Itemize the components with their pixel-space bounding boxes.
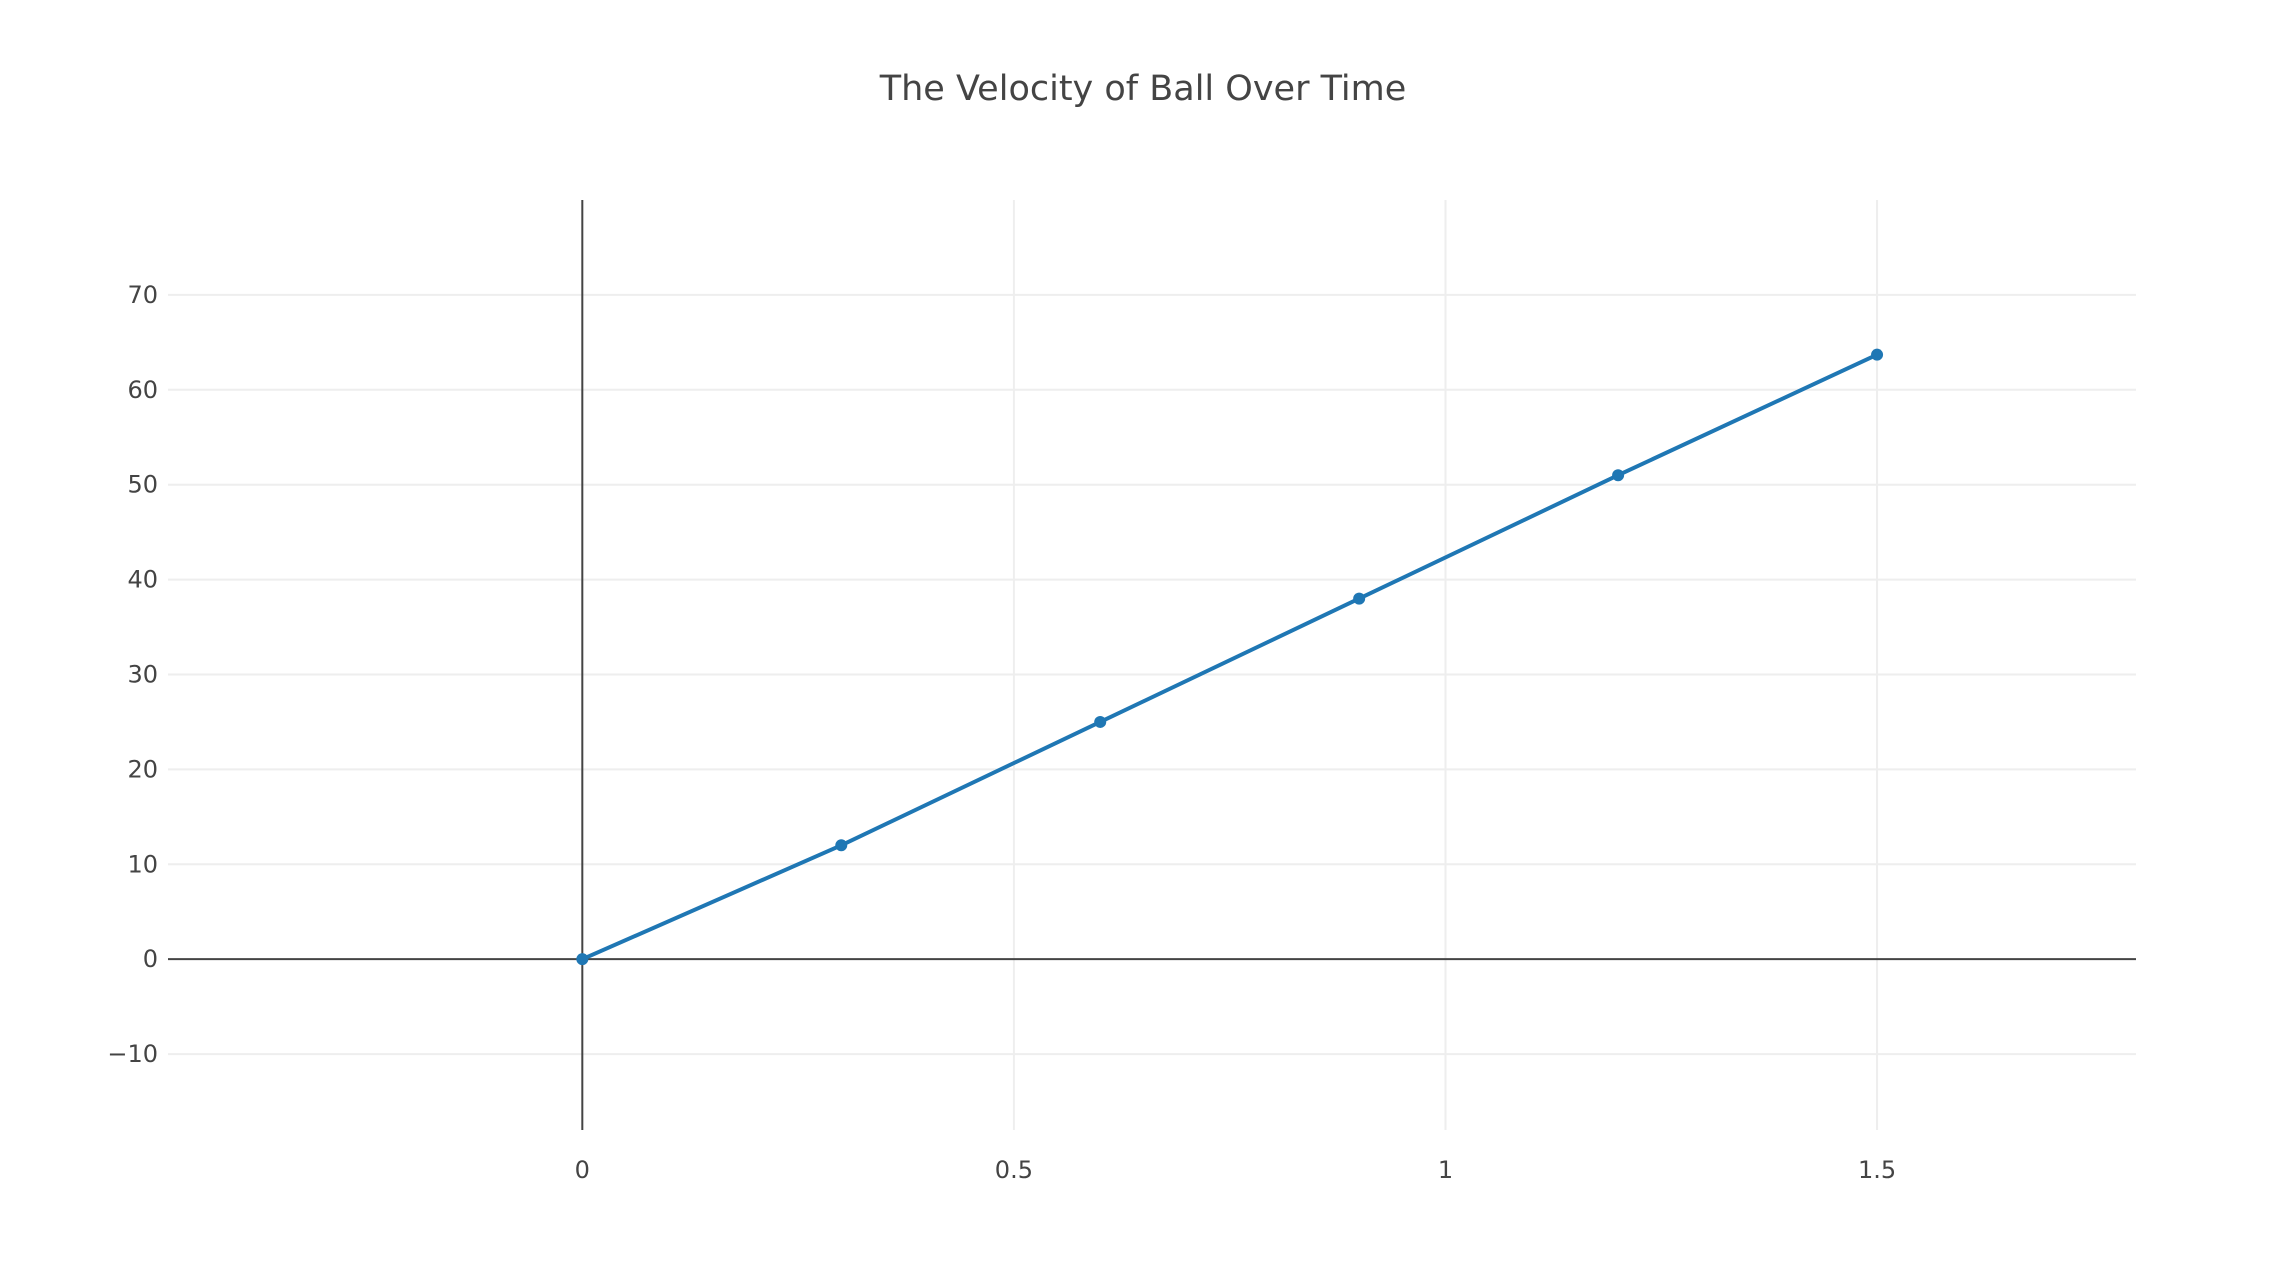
y-tick-label: 50: [127, 471, 158, 499]
series-line: [581, 352, 1878, 962]
y-tick-label: 60: [127, 376, 158, 404]
y-tick-label: −10: [107, 1040, 158, 1068]
x-tick-label: 1.5: [1858, 1156, 1896, 1184]
axes: [168, 200, 2136, 1130]
x-tick-label: 0: [575, 1156, 590, 1184]
series-plot: [576, 348, 1884, 966]
x-tick-label: 1: [1438, 1156, 1453, 1184]
x-tick-label: 0.5: [995, 1156, 1033, 1184]
y-tick-label: 70: [127, 281, 158, 309]
data-point[interactable]: [576, 953, 589, 966]
y-tick-label: 40: [127, 566, 158, 594]
y-tick-label: 20: [127, 755, 158, 783]
data-point[interactable]: [1612, 469, 1625, 482]
data-point[interactable]: [1871, 348, 1884, 361]
chart-title: The Velocity of Ball Over Time: [879, 69, 1407, 109]
y-tick-label: 10: [127, 850, 158, 878]
data-point[interactable]: [835, 839, 848, 852]
tick-labels: 0 0.5 1 1.5 −10 0 10 20 30 40 50 60 70: [107, 281, 1896, 1184]
y-tick-label: 30: [127, 660, 158, 688]
grid-lines: [168, 200, 2136, 1130]
y-tick-label: 0: [143, 945, 158, 973]
data-point[interactable]: [1094, 715, 1107, 728]
data-point[interactable]: [1353, 592, 1366, 605]
